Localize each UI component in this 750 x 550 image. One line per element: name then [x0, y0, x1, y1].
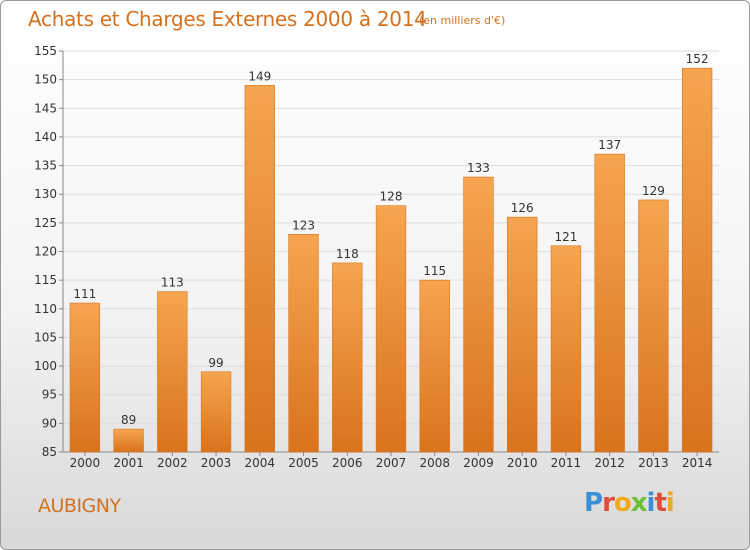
data-label-2013: 129	[642, 184, 665, 198]
y-tick-label: 90	[42, 416, 57, 430]
x-tick-label-2001: 2001	[113, 456, 144, 470]
bar-2008	[419, 279, 450, 453]
data-label-2000: 111	[73, 287, 96, 301]
y-tick-label: 95	[42, 388, 57, 402]
logo-letter: o	[613, 488, 632, 518]
bar-2007	[375, 205, 407, 453]
x-tick-label-2013: 2013	[638, 456, 669, 470]
x-tick-label-2008: 2008	[419, 456, 450, 470]
data-label-2007: 128	[380, 190, 403, 204]
data-label-2011: 121	[554, 230, 577, 244]
x-tick-label-2006: 2006	[332, 456, 363, 470]
logo-letter: r	[602, 488, 615, 518]
data-label-2002: 113	[161, 276, 184, 290]
y-tick-label: 135	[34, 159, 57, 173]
y-tick-label: 100	[34, 359, 57, 373]
bar-2014	[681, 67, 713, 453]
data-label-2005: 123	[292, 218, 315, 232]
bar-2012	[594, 153, 625, 453]
logo-letter: i	[646, 488, 656, 518]
data-label-2014: 152	[686, 52, 709, 66]
bars	[69, 67, 713, 453]
bar-2003	[200, 371, 232, 453]
bar-2000	[69, 302, 101, 453]
y-tick-label: 105	[34, 330, 57, 344]
data-label-2004: 149	[248, 69, 271, 83]
y-tick-label: 115	[34, 273, 57, 287]
logo-letter: t	[654, 488, 666, 518]
data-label-2006: 118	[336, 247, 359, 261]
y-tick-label: 150	[34, 73, 57, 87]
data-label-2009: 133	[467, 161, 490, 175]
bar-2013	[638, 199, 669, 453]
y-tick-label: 120	[34, 245, 57, 259]
x-tick-label-2003: 2003	[201, 456, 232, 470]
x-tick-label-2012: 2012	[594, 456, 625, 470]
bar-2006	[332, 262, 363, 453]
y-tick-label: 130	[34, 187, 57, 201]
x-tick-label-2004: 2004	[245, 456, 276, 470]
chart-unit: (en milliers d'€)	[419, 14, 506, 27]
x-tick-label-2002: 2002	[157, 456, 188, 470]
x-tick-label-2007: 2007	[376, 456, 407, 470]
bar-2011	[550, 245, 582, 453]
x-tick-label-2005: 2005	[288, 456, 319, 470]
bar-2005	[288, 234, 319, 453]
data-label-2008: 115	[423, 264, 446, 278]
bar-2010	[507, 216, 538, 453]
logo-letter: x	[630, 488, 648, 518]
y-tick-label: 85	[42, 445, 57, 459]
chart-title: Achats et Charges Externes 2000 à 2014	[28, 7, 427, 31]
logo-letter: i	[665, 488, 675, 518]
y-tick-label: 145	[34, 101, 57, 115]
data-label-2012: 137	[598, 138, 621, 152]
y-tick-label: 140	[34, 130, 57, 144]
y-tick-label: 110	[34, 302, 57, 316]
x-tick-label-2010: 2010	[507, 456, 538, 470]
bar-2009	[463, 176, 494, 453]
x-tick-label-2009: 2009	[463, 456, 494, 470]
bar-2002	[157, 291, 188, 453]
x-tick-label-2011: 2011	[551, 456, 582, 470]
data-label-2001: 89	[121, 413, 136, 427]
x-tick-label-2014: 2014	[682, 456, 713, 470]
commune-name: AUBIGNY	[38, 495, 121, 517]
x-tick-label-2000: 2000	[70, 456, 101, 470]
data-label-2010: 126	[511, 201, 534, 215]
data-label-2003: 99	[208, 356, 223, 370]
y-tick-label: 125	[34, 216, 57, 230]
labels: 85 90 95 100 105 110 115 120 125 130 135 140 145 150 1…	[34, 44, 712, 470]
logo-letter: P	[584, 488, 603, 518]
y-tick-label: 155	[34, 44, 57, 58]
bar-2001	[113, 428, 144, 453]
proxiti-logo: Proxiti	[584, 488, 675, 518]
bar-2004	[244, 85, 275, 453]
